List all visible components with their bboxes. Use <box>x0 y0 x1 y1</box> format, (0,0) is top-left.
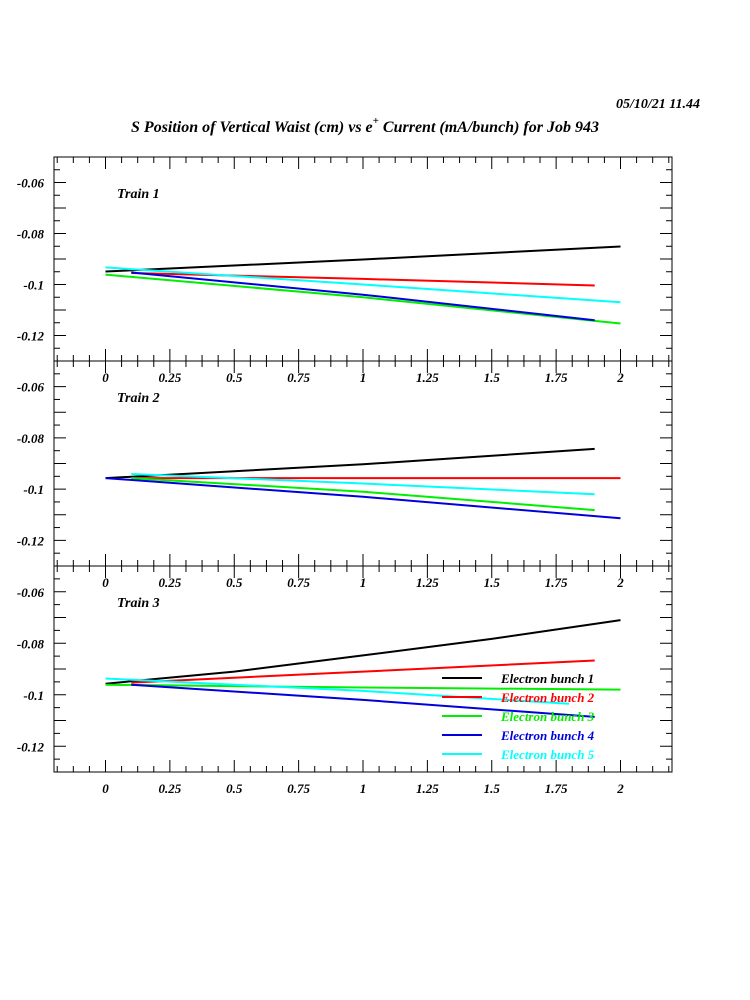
x-tick-label: 2 <box>616 781 624 796</box>
legend-label: Electron bunch 5 <box>500 747 595 762</box>
title-part-1: S Position of Vertical Waist (cm) vs e <box>131 119 373 136</box>
legend-label: Electron bunch 4 <box>500 728 595 743</box>
x-tick-label: 0.5 <box>226 575 243 590</box>
x-tick-label: 1.25 <box>416 370 439 385</box>
y-tick-label: -0.12 <box>17 739 45 754</box>
series-line-bunch-1 <box>105 245 621 273</box>
series-line-bunch-5 <box>105 677 570 705</box>
y-tick-label: -0.06 <box>17 176 45 191</box>
x-tick-label: 1.25 <box>416 575 439 590</box>
x-tick-label: 0.5 <box>226 370 243 385</box>
panel-label: Train 2 <box>117 391 160 406</box>
y-tick-label: -0.08 <box>17 431 45 446</box>
series-line-bunch-5 <box>105 266 621 304</box>
y-tick-label: -0.06 <box>17 585 45 600</box>
y-tick-label: -0.06 <box>17 380 45 395</box>
x-tick-label: 1 <box>360 370 367 385</box>
y-tick-label: -0.08 <box>17 636 45 651</box>
x-tick-label: 0.25 <box>159 370 182 385</box>
x-tick-label: 1 <box>360 781 367 796</box>
legend-label: Electron bunch 2 <box>500 690 595 705</box>
series-line-bunch-3 <box>105 683 621 691</box>
series-line-bunch-4 <box>131 271 595 322</box>
y-tick-label: -0.1 <box>23 688 44 703</box>
y-tick-label: -0.1 <box>23 278 44 293</box>
x-tick-label: 0.75 <box>287 575 310 590</box>
panel-label: Train 1 <box>117 187 160 202</box>
panel-2: -0.06 -0.08 -0.1 -0.12 0 0.25 0.5 0.75 1 1.25 1.5 1… <box>17 360 673 590</box>
x-tick-label: 0 <box>102 781 109 796</box>
series-line-bunch-1 <box>105 447 595 480</box>
x-tick-label: 0.25 <box>159 781 182 796</box>
series-line-bunch-3 <box>105 273 621 325</box>
x-tick-label: 1.75 <box>545 781 568 796</box>
series-line-bunch-5 <box>131 473 595 496</box>
series-line-bunch-1 <box>105 619 621 685</box>
legend-label: Electron bunch 1 <box>500 671 594 686</box>
legend-label: Electron bunch 3 <box>500 709 595 724</box>
panel-label: Train 3 <box>117 596 160 611</box>
timestamp: 05/10/21 11.44 <box>616 97 700 112</box>
x-tick-label: 2 <box>616 575 624 590</box>
series-line-bunch-2 <box>131 659 595 684</box>
panel-3: -0.06 -0.08 -0.1 -0.12 0 0.25 0.5 0.75 1 1.25 1.5 1… <box>17 565 673 796</box>
x-tick-label: 0 <box>102 370 109 385</box>
series-line-bunch-3 <box>131 477 595 512</box>
legend: Electron bunch 1 Electron bunch 2 Electron… <box>442 671 595 762</box>
y-tick-label: -0.1 <box>23 482 44 497</box>
title-superscript: + <box>373 115 379 127</box>
x-tick-label: 1.75 <box>545 370 568 385</box>
x-tick-label: 1.75 <box>545 575 568 590</box>
chart-title: S Position of Vertical Waist (cm) vs e+ … <box>131 115 599 136</box>
y-tick-label: -0.12 <box>17 533 45 548</box>
x-tick-label: 0.25 <box>159 575 182 590</box>
title-part-2: Current (mA/bunch) for Job 943 <box>379 119 599 136</box>
panel-1: -0.06 -0.08 -0.1 -0.12 0 0.25 0.5 0.75 1 1.25 1.5 1… <box>17 156 673 385</box>
series-line-bunch-4 <box>105 477 621 520</box>
x-tick-label: 2 <box>616 370 624 385</box>
x-tick-label: 1.25 <box>416 781 439 796</box>
x-tick-label: 1 <box>360 575 367 590</box>
x-tick-label: 1.5 <box>484 575 501 590</box>
y-tick-label: -0.12 <box>17 329 45 344</box>
x-tick-label: 0 <box>102 575 109 590</box>
x-tick-label: 1.5 <box>484 370 501 385</box>
x-tick-label: 0.75 <box>287 370 310 385</box>
x-tick-label: 1.5 <box>484 781 501 796</box>
x-tick-label: 0.75 <box>287 781 310 796</box>
x-tick-label: 0.5 <box>226 781 243 796</box>
series-line-bunch-4 <box>131 683 595 718</box>
y-tick-label: -0.08 <box>17 227 45 242</box>
